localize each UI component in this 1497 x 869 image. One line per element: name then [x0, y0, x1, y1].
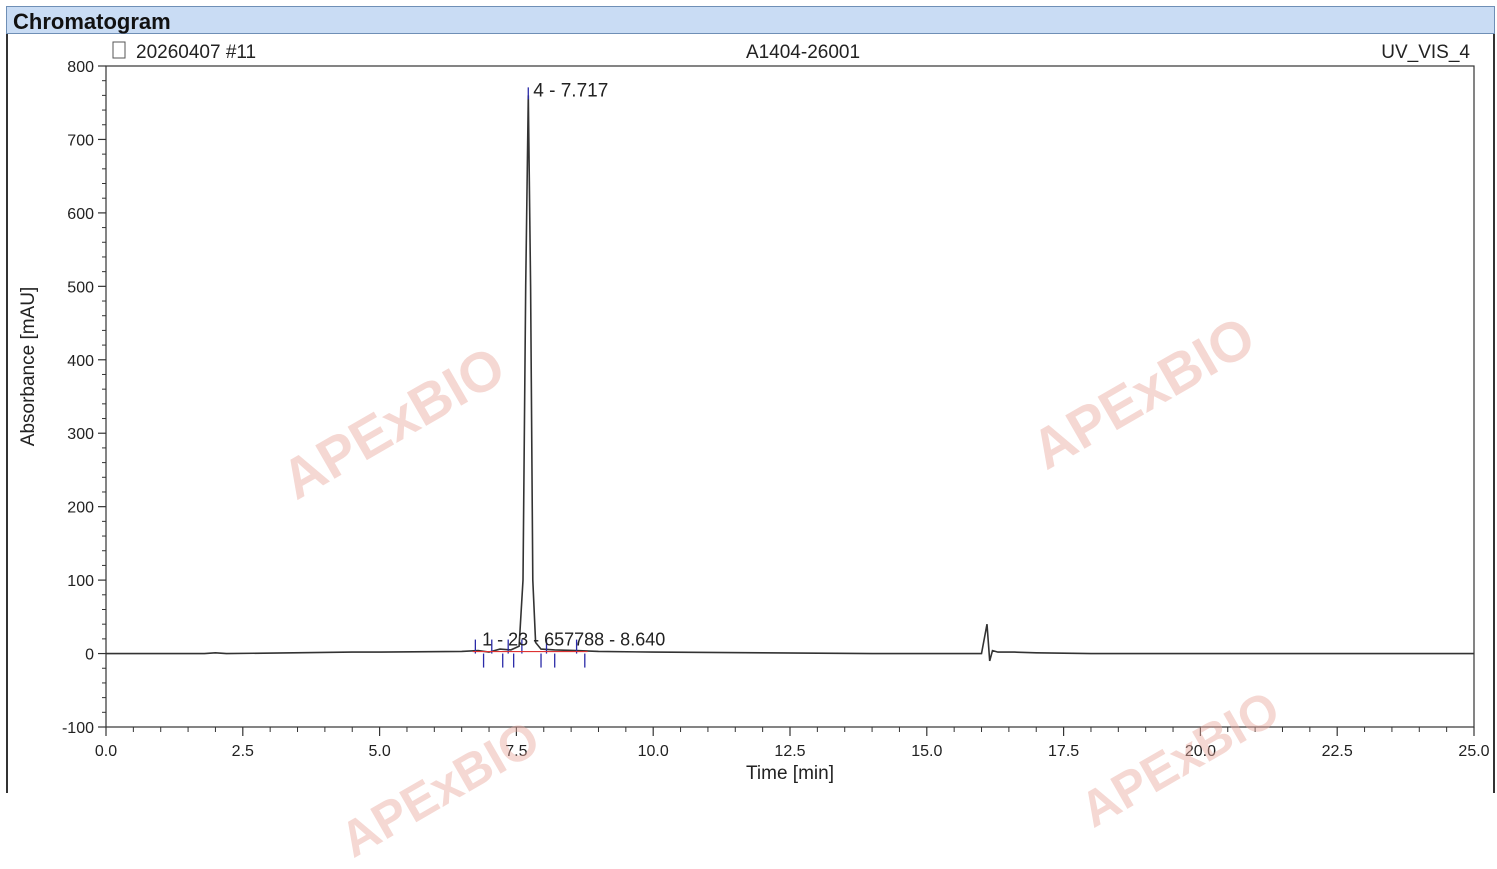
chromatogram-title-bar: Chromatogram — [6, 6, 1495, 34]
x-tick-label: 15.0 — [911, 743, 942, 760]
y-tick-label: 300 — [67, 426, 94, 443]
header-sample-name: A1404-26001 — [746, 42, 860, 63]
y-tick-label: 800 — [67, 59, 94, 76]
y-tick-label: 500 — [67, 279, 94, 296]
y-tick-label: 0 — [85, 647, 94, 664]
x-axis-label: Time [min] — [746, 763, 834, 784]
x-tick-label: 0.0 — [95, 743, 117, 760]
x-tick-label: 7.5 — [505, 743, 527, 760]
x-tick-label: 12.5 — [774, 743, 805, 760]
x-tick-label: 5.0 — [368, 743, 390, 760]
plot-area — [105, 65, 1475, 728]
y-tick-label: 100 — [67, 573, 94, 590]
y-axis-label: Absorbance [mAU] — [18, 287, 39, 446]
report-icon — [112, 41, 126, 59]
peak-label: 4 - 7.717 — [533, 80, 608, 101]
x-tick-label: 22.5 — [1322, 743, 1353, 760]
header-sample-id: 20260407 #11 — [136, 42, 256, 63]
y-tick-label: 200 — [67, 500, 94, 517]
y-tick-label: -100 — [62, 720, 94, 737]
y-tick-label: 700 — [67, 132, 94, 149]
y-tick-label: 400 — [67, 353, 94, 370]
chart-frame: 20260407 #11 A1404-26001 UV_VIS_4 800 700 600… — [6, 34, 1495, 793]
window-title: Chromatogram — [13, 9, 171, 34]
x-tick-label: 10.0 — [638, 743, 669, 760]
x-tick-label: 17.5 — [1048, 743, 1079, 760]
chromatogram-chart: 20260407 #11 A1404-26001 UV_VIS_4 800 700 600… — [18, 41, 1490, 784]
x-tick-label: 20.0 — [1185, 743, 1216, 760]
signal-trace — [106, 95, 1474, 662]
peak-cluster-label: 1 - 23 - 657788 - 8.640 — [482, 630, 665, 650]
y-tick-label: 600 — [67, 206, 94, 223]
header-channel: UV_VIS_4 — [1381, 42, 1470, 63]
x-tick-label: 25.0 — [1458, 743, 1489, 760]
x-tick-label: 2.5 — [232, 743, 254, 760]
